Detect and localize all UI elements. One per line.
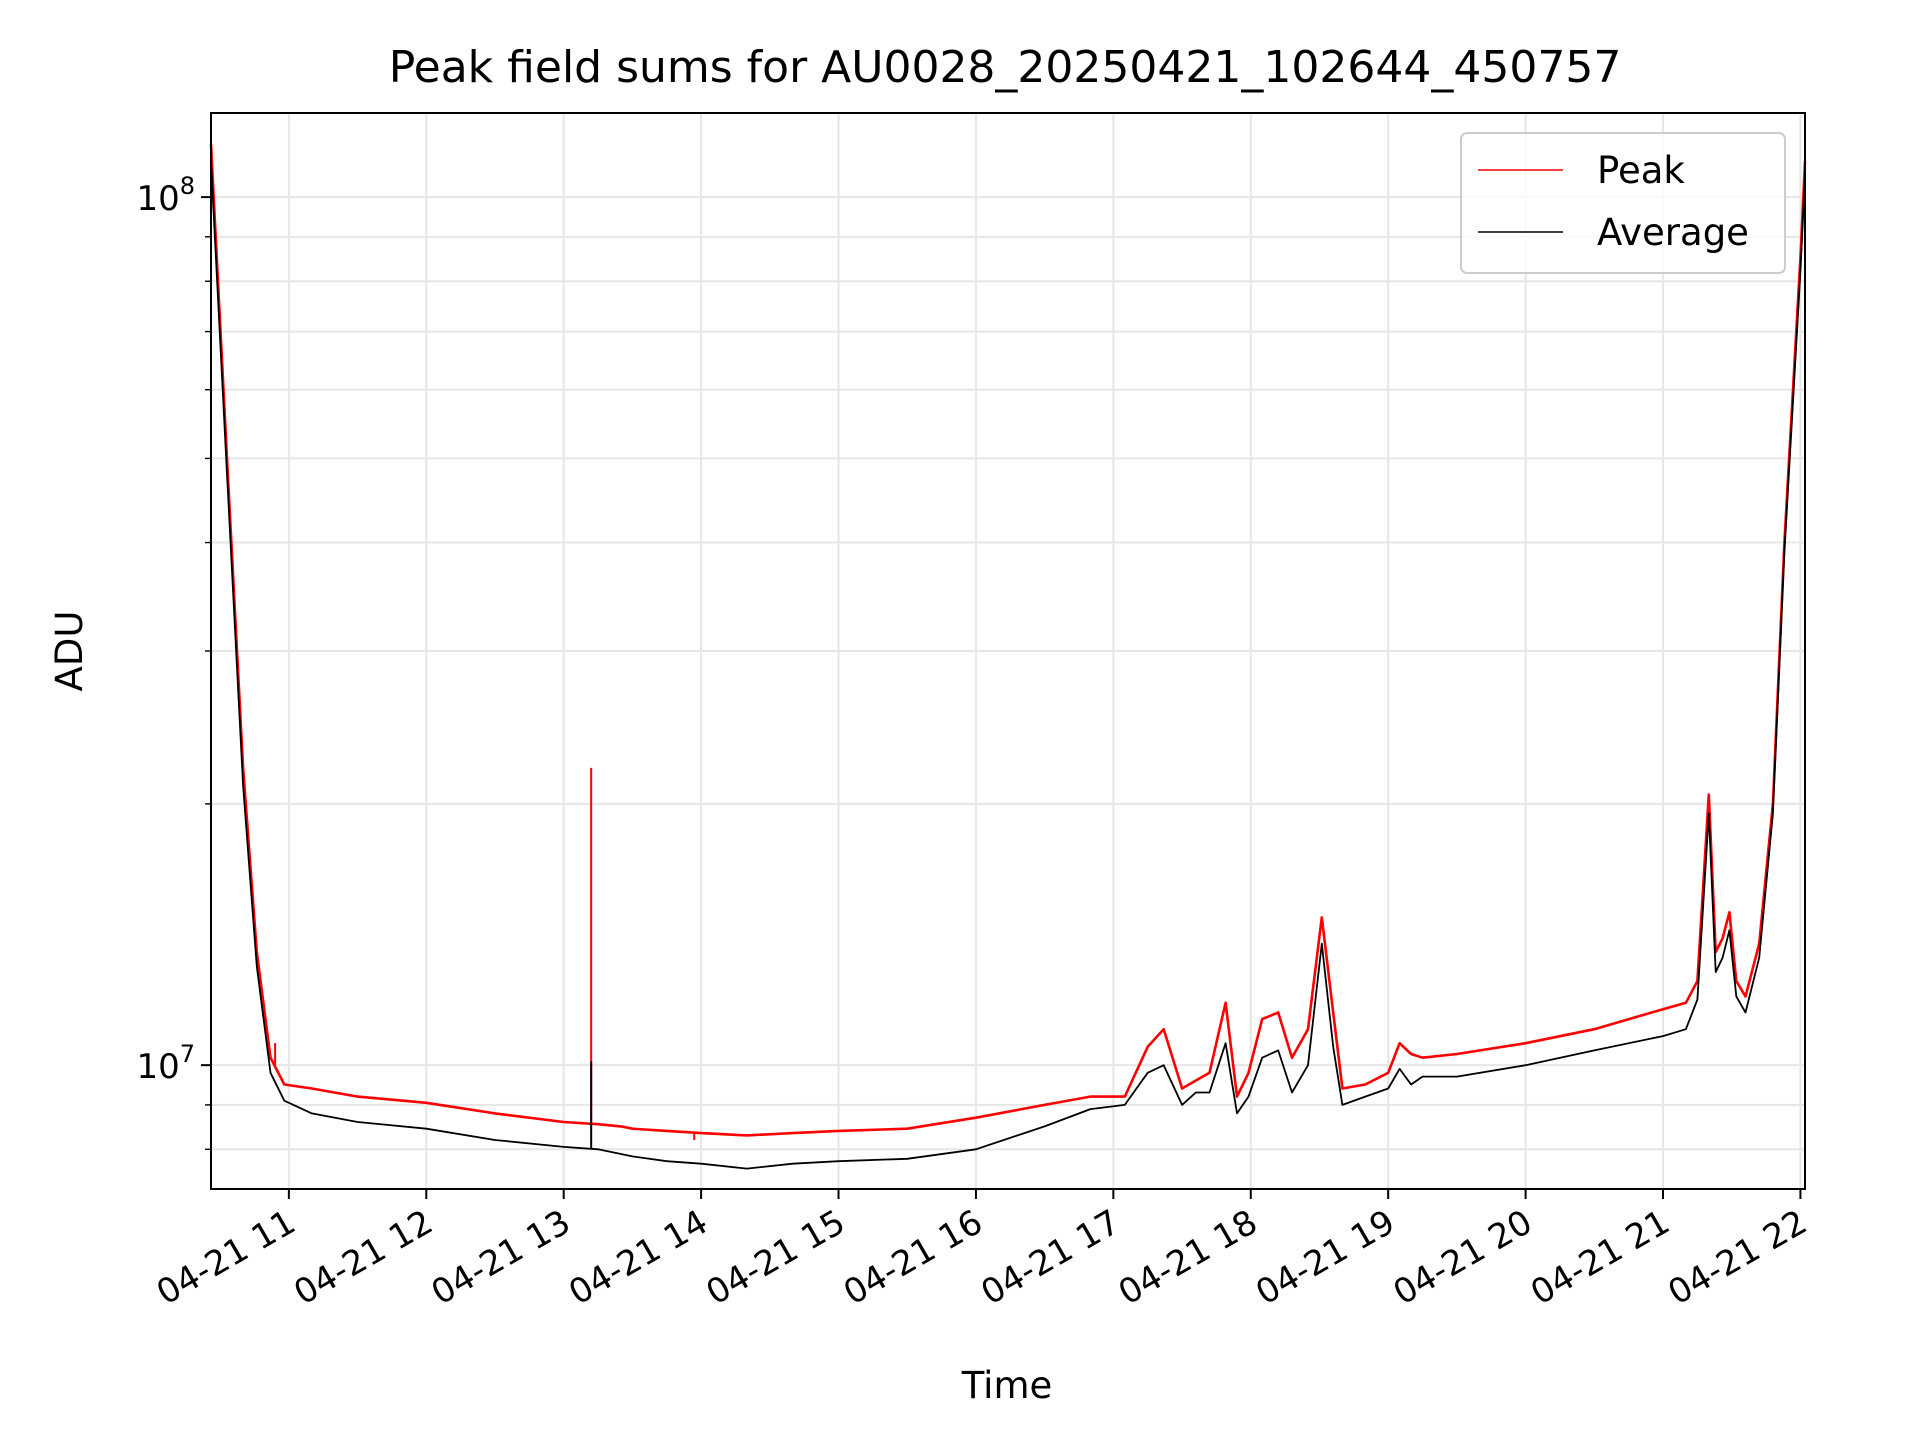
legend: Peak Average: [1460, 132, 1786, 274]
legend-label-average: Average: [1597, 211, 1749, 254]
legend-label-peak: Peak: [1597, 149, 1685, 192]
y-tick-label: 108: [136, 172, 195, 219]
series-line-average: [210, 161, 1806, 1170]
x-axis-label: Time: [961, 1364, 1053, 1407]
series-line-peak: [209, 144, 1807, 1137]
legend-box: [1460, 132, 1786, 274]
y-tick-label: 107: [136, 1040, 195, 1087]
y-axis-label: ADU: [48, 611, 91, 692]
chart-title: Peak field sums for AU0028_20250421_1026…: [389, 42, 1622, 93]
data-lines: [209, 144, 1807, 1170]
